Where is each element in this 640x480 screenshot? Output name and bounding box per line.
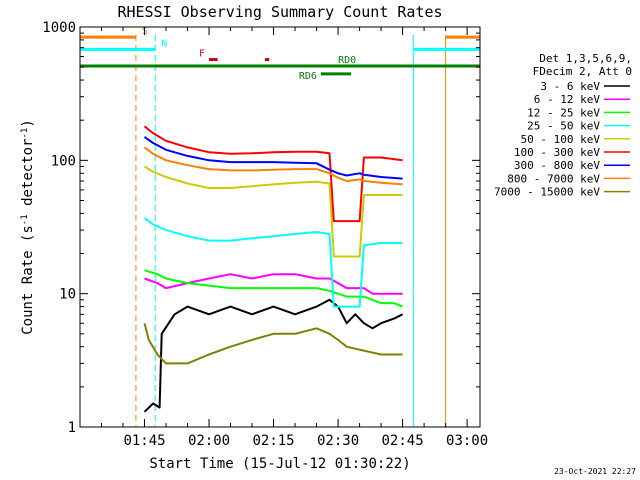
series-group <box>143 125 404 413</box>
flag-label: RD6 <box>299 71 317 82</box>
series-line <box>143 146 403 186</box>
series-line <box>143 217 403 308</box>
y-axis-label-part: -1 <box>20 214 30 225</box>
x-tick-label: 02:15 <box>252 433 294 449</box>
legend-entry-label: 12 - 25 keV <box>527 106 600 119</box>
series-line <box>143 136 403 180</box>
x-tick-label: 02:45 <box>382 433 424 449</box>
y-axis-label-text: Count Rate (s-1 detector-1) <box>20 119 36 335</box>
legend-entry-label: 100 - 300 keV <box>514 146 600 159</box>
legend-entry-label: 25 - 50 keV <box>527 120 600 133</box>
legend-entry-label: 6 - 12 keV <box>534 93 601 106</box>
y-tick-label: 1 <box>68 420 76 436</box>
y-axis-label-part: ) <box>20 119 36 127</box>
legend-entry-label: 300 - 800 keV <box>514 159 600 172</box>
y-axis-label-part: detector <box>20 139 36 215</box>
y-axis-label-part: Count Rate (s <box>20 225 36 335</box>
series-line <box>143 298 404 413</box>
x-tick-label: 01:45 <box>123 433 165 449</box>
axes: 01:45 02:00 02:15 02:30 02:45 03:00 1 10 100 1000 <box>42 20 488 449</box>
flag-label: F <box>199 49 205 60</box>
timestamp: 23-Oct-2021 22:27 <box>554 467 636 476</box>
series-line <box>143 322 403 365</box>
flag-label: RD0 <box>338 55 356 66</box>
y-tick-label: 1000 <box>42 20 76 36</box>
legend-entry-label: 50 - 100 keV <box>521 133 601 146</box>
x-tick-label: 02:30 <box>317 433 359 449</box>
y-tick-label: 10 <box>59 287 76 303</box>
legend: Det 1,3,5,6,9,FDecim 2, Att 0 3 - 6 keV6 … <box>494 52 632 199</box>
y-axis-label: Count Rate (s-1 detector-1) <box>20 119 36 335</box>
y-tick-label: 100 <box>51 153 76 169</box>
legend-entry-label: 3 - 6 keV <box>540 80 600 93</box>
flag-label: N <box>161 38 167 49</box>
legend-entry-label: 800 - 7000 keV <box>507 172 600 185</box>
chart-title: RHESSI Observing Summary Count Rates <box>117 3 442 21</box>
series-line <box>144 273 403 295</box>
x-tick-label: 03:00 <box>446 433 488 449</box>
series-line <box>144 269 403 308</box>
series-line <box>143 125 403 223</box>
legend-header: Det 1,3,5,6,9, <box>539 52 632 65</box>
x-tick-label: 02:00 <box>188 433 230 449</box>
x-axis-label: Start Time (15-Jul-12 01:30:22) <box>149 456 410 472</box>
legend-header: FDecim 2, Att 0 <box>533 65 632 78</box>
legend-entry-label: 7000 - 15000 keV <box>494 186 600 199</box>
y-axis-label-part: -1 <box>20 128 30 139</box>
plot-frame <box>79 26 481 428</box>
flag-lines: SNFRD0RD6 <box>80 26 481 427</box>
series-line <box>143 165 403 258</box>
